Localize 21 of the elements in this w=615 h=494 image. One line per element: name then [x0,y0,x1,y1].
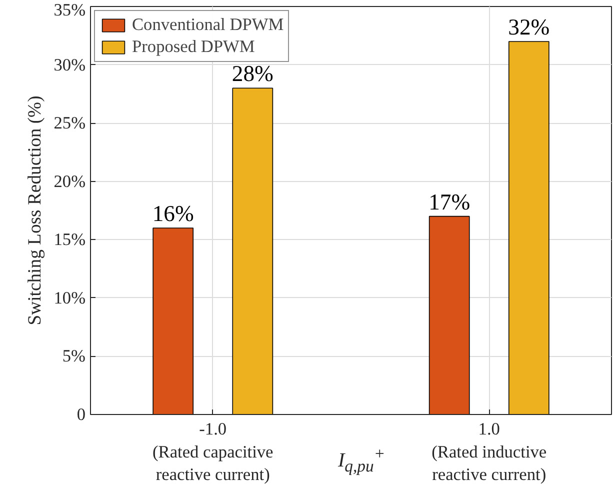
legend-label: Conventional DPWM [132,15,284,35]
data-label: 28% [232,61,274,86]
y-tick-label: 25% [54,114,86,133]
y-tick-label: 0 [76,405,86,424]
x-tick-label: -1.0 (Rated capacitive reactive current) [152,420,274,484]
y-tick-label: 15% [54,230,86,250]
y-tick-label: 35% [54,0,86,20]
y-tick-label: 30% [54,55,86,74]
y-tick-label: 10% [54,288,86,308]
x-tick-label: 1.0 (Rated inductive reactive current) [432,420,547,484]
data-label: 17% [428,189,470,214]
data-label: 32% [508,14,550,40]
y-axis-title: Switching Loss Reduction (%) [24,96,46,326]
y-tick-label: 20% [54,172,86,191]
bar [152,228,194,414]
y-tick-label: 5% [62,346,86,366]
bar [428,216,470,414]
data-label: 16% [152,200,194,226]
bar [232,88,274,414]
bar [508,41,550,414]
legend-label: Proposed DPWM [132,37,255,57]
